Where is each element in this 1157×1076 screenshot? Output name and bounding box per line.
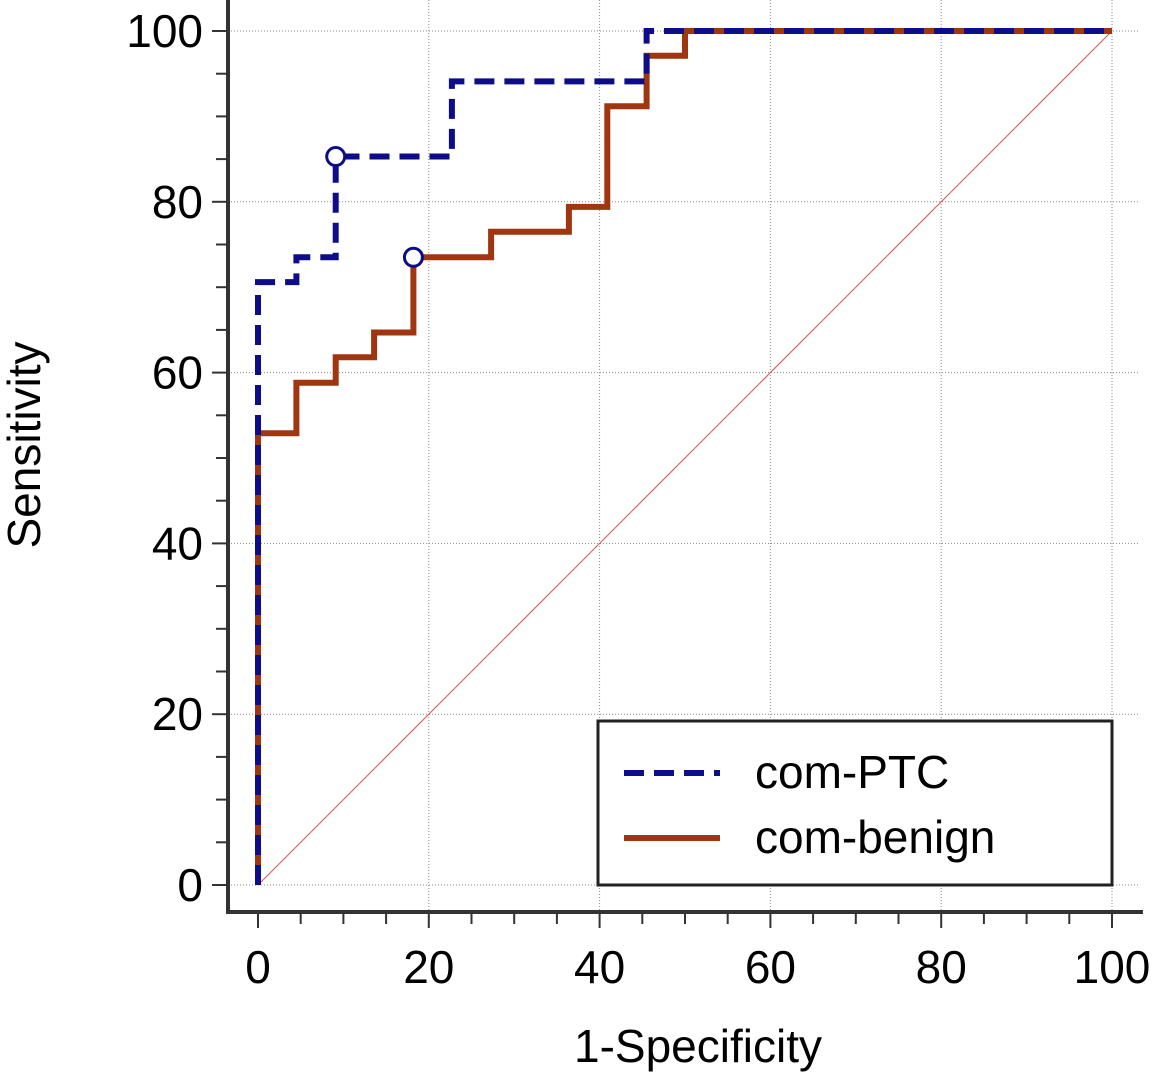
y-tick-label-40: 40 [152, 517, 203, 569]
y-axis-title: Sensitivity [0, 341, 50, 548]
x-tick-label-80: 80 [916, 941, 967, 993]
y-minor-ticks [212, 30, 228, 886]
y-tick-label-80: 80 [152, 176, 203, 228]
y-tick-labels: 0 20 40 60 80 100 [126, 5, 203, 911]
y-tick-label-20: 20 [152, 688, 203, 740]
series-lines [255, 28, 1112, 885]
marker-com-ptc [325, 146, 347, 168]
x-tick-label-40: 40 [574, 941, 625, 993]
series-line-com-ptc [255, 28, 1112, 885]
reference-diagonal [257, 30, 1113, 886]
series-markers [325, 146, 424, 268]
marker-com-benign [402, 246, 424, 268]
y-tick-label-0: 0 [177, 859, 203, 911]
axes [212, 0, 1143, 928]
y-tick-label-60: 60 [152, 347, 203, 399]
x-tick-label-60: 60 [745, 941, 796, 993]
x-tick-label-100: 100 [1074, 941, 1151, 993]
legend-label-com-benign: com-benign [755, 811, 995, 863]
x-tick-labels: 0 20 40 60 80 100 [245, 941, 1150, 993]
legend-box [596, 719, 1114, 887]
x-tick-label-20: 20 [403, 941, 454, 993]
legend-label-com-ptc: com-PTC [755, 746, 949, 798]
legend: com-PTC com-benign [596, 719, 1114, 887]
x-axis-title: 1-Specificity [574, 1020, 822, 1072]
x-minor-ticks [257, 912, 1113, 928]
y-tick-label-100: 100 [126, 5, 203, 57]
x-tick-label-0: 0 [245, 941, 271, 993]
